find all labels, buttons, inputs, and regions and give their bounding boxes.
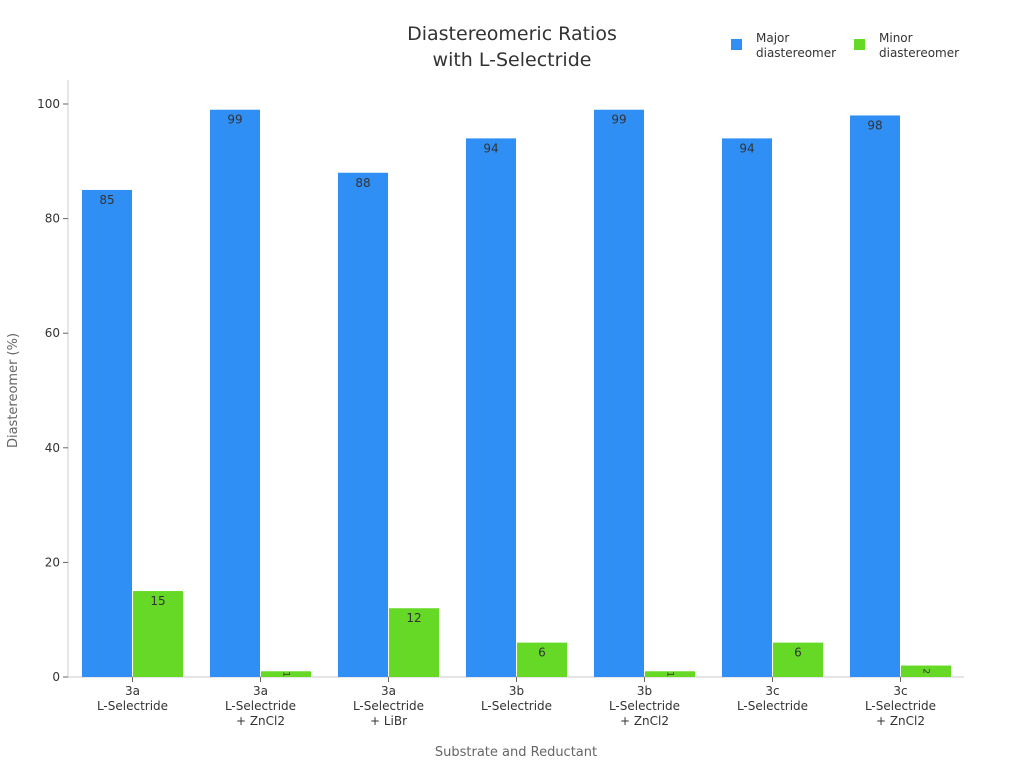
x-tick-label: + ZnCl2 — [236, 714, 285, 728]
x-tick-label: 3a — [253, 684, 268, 698]
major-bar — [338, 172, 388, 677]
y-tick-label: 40 — [45, 441, 60, 455]
y-tick-label: 0 — [52, 670, 60, 684]
major-bar — [850, 115, 900, 677]
data-label: 1 — [665, 671, 675, 677]
data-label: 2 — [921, 668, 931, 674]
major-bar — [722, 138, 772, 677]
x-tick-label: L-Selectride — [225, 699, 296, 713]
x-tick-label: 3b — [637, 684, 652, 698]
data-label: 99 — [611, 113, 626, 127]
x-tick-label: + ZnCl2 — [876, 714, 925, 728]
x-tick-label: L-Selectride — [97, 699, 168, 713]
legend-swatch — [854, 39, 865, 50]
legend-label: diastereomer — [756, 46, 836, 60]
data-label: 98 — [867, 118, 882, 132]
data-label: 1 — [281, 671, 291, 677]
data-label: 12 — [406, 611, 421, 625]
y-tick-label: 20 — [45, 555, 60, 569]
major-bar — [82, 189, 132, 677]
x-tick-label: 3a — [381, 684, 396, 698]
data-label: 88 — [355, 176, 370, 190]
x-axis-label: Substrate and Reductant — [435, 745, 597, 760]
legend-label: Major — [756, 31, 789, 45]
data-label: 85 — [99, 193, 114, 207]
minor-bar — [901, 665, 951, 677]
x-tick-label: L-Selectride — [481, 699, 552, 713]
legend-swatch — [731, 39, 742, 50]
data-label: 15 — [150, 594, 165, 608]
x-tick-label: L-Selectride — [353, 699, 424, 713]
major-bar — [594, 109, 644, 678]
x-tick-label: + LiBr — [370, 714, 407, 728]
minor-bar — [645, 671, 695, 677]
minor-bar — [517, 642, 567, 677]
chart-title: with L-Selectride — [433, 49, 592, 71]
x-tick-label: + ZnCl2 — [620, 714, 669, 728]
x-tick-label: 3b — [509, 684, 524, 698]
y-tick-label: 80 — [45, 212, 60, 226]
data-label: 6 — [794, 646, 802, 660]
y-tick-label: 60 — [45, 326, 60, 340]
legend-label: Minor — [879, 31, 913, 45]
x-tick-label: L-Selectride — [737, 699, 808, 713]
minor-bar — [773, 642, 823, 677]
x-tick-label: 3a — [125, 684, 140, 698]
x-tick-label: L-Selectride — [865, 699, 936, 713]
major-bar — [466, 138, 516, 677]
data-label: 94 — [739, 141, 754, 155]
minor-bar — [261, 671, 311, 677]
data-label: 99 — [227, 113, 242, 127]
data-label: 6 — [538, 646, 546, 660]
x-tick-label: 3c — [765, 684, 779, 698]
minor-bar — [133, 591, 183, 677]
minor-bar — [389, 608, 439, 677]
chart-title: Diastereomeric Ratios — [407, 23, 617, 45]
data-label: 94 — [483, 141, 498, 155]
major-bar — [210, 109, 260, 678]
x-tick-label: L-Selectride — [609, 699, 680, 713]
y-axis-label: Diastereomer (%) — [6, 333, 21, 448]
x-tick-label: 3c — [893, 684, 907, 698]
y-tick-label: 100 — [37, 97, 60, 111]
legend-label: diastereomer — [879, 46, 959, 60]
